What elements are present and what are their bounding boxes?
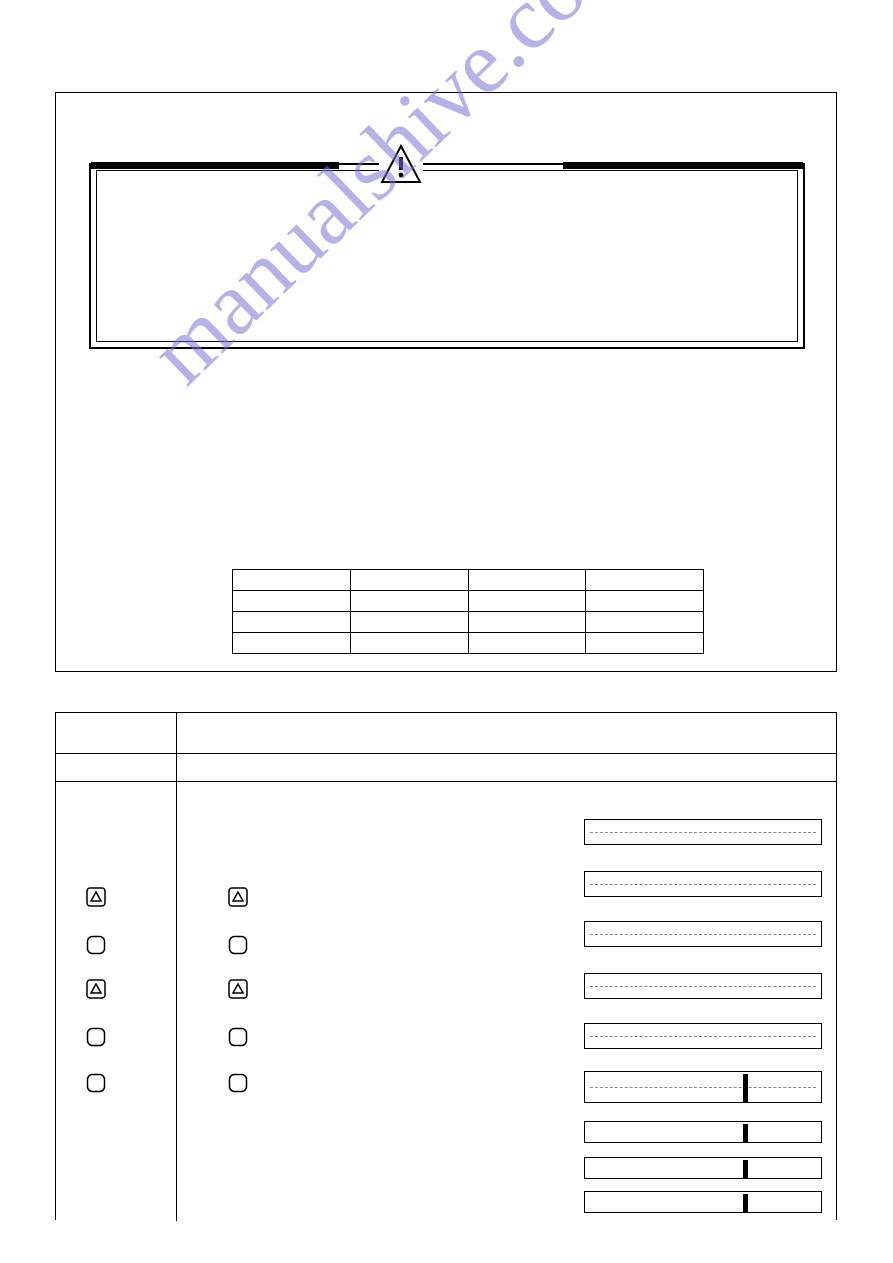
round-box-icon	[228, 1027, 248, 1047]
round-box-icon	[228, 935, 248, 955]
value-slot	[584, 819, 822, 845]
bottom-box-hline-1	[56, 753, 836, 754]
round-box-icon	[86, 1027, 106, 1047]
warning-bar-right	[563, 162, 803, 169]
tick-mark	[743, 1194, 748, 1212]
bottom-box	[55, 712, 837, 1220]
value-slot	[584, 1121, 822, 1143]
value-slot	[584, 871, 822, 897]
round-box-icon	[228, 1073, 248, 1093]
tick-mark	[743, 1124, 748, 1142]
value-slot	[584, 973, 822, 999]
round-box-icon	[86, 935, 106, 955]
triangle-icon	[228, 887, 248, 907]
tick-mark	[743, 1074, 748, 1102]
warning-frame	[89, 163, 805, 349]
bottom-box-vline	[176, 713, 177, 1221]
value-slot	[584, 1023, 822, 1049]
warning-bar-left	[91, 162, 339, 169]
top-box	[55, 92, 837, 672]
value-slot	[584, 1191, 822, 1213]
parameter-table	[232, 569, 704, 654]
value-slot	[584, 1157, 822, 1179]
triangle-icon	[86, 887, 106, 907]
tick-mark	[743, 1160, 748, 1178]
triangle-icon	[86, 979, 106, 999]
triangle-icon	[228, 979, 248, 999]
warning-icon	[379, 143, 423, 187]
bottom-box-hline-2	[56, 781, 836, 782]
value-slot	[584, 1071, 822, 1103]
warning-frame-inner	[96, 170, 798, 342]
round-box-icon	[86, 1073, 106, 1093]
value-slot	[584, 921, 822, 947]
